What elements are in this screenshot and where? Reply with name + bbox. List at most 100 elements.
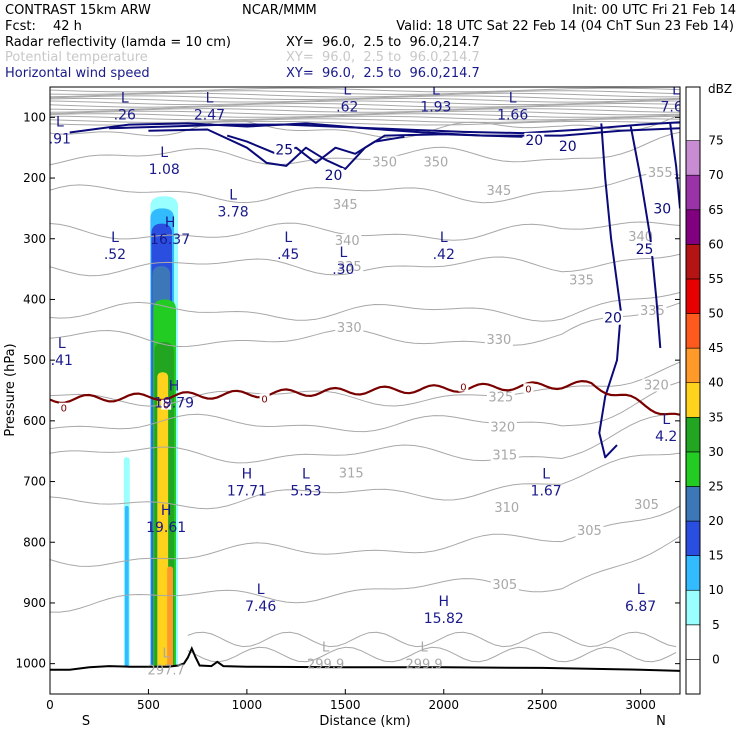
field-reflectivity-xy: XY= 96.0, 2.5 to 96.0,214.7 xyxy=(286,35,480,50)
x-tick-label: 3000 xyxy=(625,698,656,712)
wind-speed-contours-layer: 25 20 20 20 20 25 30 xyxy=(69,121,680,459)
colorbar-unit-label: dBZ xyxy=(708,82,732,96)
theta-isentrope-line xyxy=(50,535,680,613)
colorbar-level-label: 70 xyxy=(708,168,723,182)
field-wind-name: Horizontal wind speed xyxy=(5,66,150,81)
x-tick-label: 1000 xyxy=(232,698,263,712)
valid-time: Valid: 18 UTC Sat 22 Feb 14 (04 ChT Sun … xyxy=(396,19,734,34)
colorbar-swatch xyxy=(685,659,701,695)
extremum-value-label: 1.08 xyxy=(149,162,180,178)
theta-isentrope-line xyxy=(50,361,680,407)
wind-speed-contour-label: 20 xyxy=(604,311,622,327)
wind-speed-contour-label: 20 xyxy=(325,168,343,184)
theta-isentrope-line xyxy=(50,97,680,103)
colorbar-level-label: 75 xyxy=(708,134,723,148)
x-tick-label: 2000 xyxy=(428,698,459,712)
theta-label-background xyxy=(575,524,604,538)
colorbar-level-label: 20 xyxy=(708,514,723,528)
extremum-value-label: 7.46 xyxy=(245,599,276,615)
wind-label-background xyxy=(557,138,578,153)
theta-contour-label: 330 xyxy=(486,333,511,348)
colorbar-swatch xyxy=(685,244,701,280)
wind-speed-contour-label: 25 xyxy=(636,242,654,258)
colorbar-swatch xyxy=(685,486,701,522)
theta-contour-label: 320 xyxy=(490,420,515,435)
theta-contour-label: 335 xyxy=(337,260,362,275)
extremum-value-label: 299.9 xyxy=(307,658,344,673)
extremum-value-label: 297.7 xyxy=(148,664,185,679)
theta-isentrope-line xyxy=(50,110,680,116)
extremum-value-label: 16.37 xyxy=(150,232,190,248)
forecast-hours: 42 h xyxy=(53,19,82,34)
theta-label-background xyxy=(488,420,517,434)
theta-isentrope-line xyxy=(50,90,680,95)
y-tick-label: 100 xyxy=(23,110,46,124)
theta-label-background xyxy=(626,229,655,243)
theta-isentrope-line xyxy=(50,452,680,510)
extremum-value-label: 1.67 xyxy=(531,484,562,500)
theta-contour-label: 350 xyxy=(423,156,448,171)
theta-isentrope-line xyxy=(50,92,680,98)
freezing-level-label-background xyxy=(58,402,69,413)
freezing-level-label-background xyxy=(523,383,534,394)
theta-isentrope-line xyxy=(50,253,680,277)
wind-label-background xyxy=(323,168,344,183)
theta-contour-label: 320 xyxy=(644,378,669,393)
wind-speed-contour-line xyxy=(148,128,523,170)
colorbar-swatch xyxy=(685,174,701,211)
model-title: CONTRAST 15km ARW xyxy=(5,3,151,18)
extremum-type-marker: L xyxy=(672,82,680,98)
y-tick-label: 400 xyxy=(23,292,46,306)
theta-isentrope-line xyxy=(50,100,680,106)
extremum-type-marker: L xyxy=(121,90,129,106)
reflectivity-column xyxy=(157,372,169,667)
theta-contour-label: 305 xyxy=(634,498,659,513)
colorbar-swatch xyxy=(685,451,701,487)
extremum-type-marker: L xyxy=(343,82,351,98)
extremum-value-label: 5.53 xyxy=(290,484,321,500)
x-axis-label: Distance (km) xyxy=(319,714,410,729)
extremum-type-marker: L xyxy=(163,647,171,662)
colorbar-swatch xyxy=(685,347,701,384)
extremum-type-marker: L xyxy=(206,90,214,106)
colorbar-level-label: 40 xyxy=(708,376,723,390)
extremum-type-marker: L xyxy=(637,582,645,598)
extremum-value-label: .30 xyxy=(332,262,354,278)
theta-isentrope-line xyxy=(50,113,680,118)
wind-label-background xyxy=(603,310,624,325)
extremum-value-label: .45 xyxy=(277,247,299,263)
extremum-value-label: .62 xyxy=(336,99,358,115)
theta-label-background xyxy=(370,155,399,169)
freezing-level-label-background xyxy=(161,399,172,410)
theta-label-background xyxy=(333,233,362,247)
theta-isentrope-line xyxy=(50,302,680,348)
wind-label-background xyxy=(274,142,295,157)
theta-label-background xyxy=(486,390,515,404)
theta-label-background xyxy=(492,501,521,515)
extremum-value-label: 19.79 xyxy=(154,396,194,412)
extremum-value-label: 19.61 xyxy=(146,520,186,536)
extremum-value-label: 2.47 xyxy=(194,107,225,123)
extremum-type-marker: H xyxy=(169,379,180,395)
extremum-value-label: 3.78 xyxy=(218,204,249,220)
extremum-type-marker: H xyxy=(161,503,172,519)
colorbar-swatch xyxy=(685,140,701,176)
extremum-type-marker: L xyxy=(420,641,428,656)
wind-speed-contour-line xyxy=(669,123,680,209)
x-axis-left-end-label: S xyxy=(82,714,90,729)
init-time: Init: 00 UTC Fri 21 Feb 14 xyxy=(572,3,736,18)
field-theta-xy: XY= 96.0, 2.5 to 96.0,214.7 xyxy=(286,50,480,65)
colorbar-level-label: 0 xyxy=(712,652,720,666)
theta-isentrope-line xyxy=(50,108,680,113)
y-tick-label: 200 xyxy=(23,171,46,185)
extremum-type-marker: L xyxy=(302,467,310,483)
colorbar-frame xyxy=(685,86,701,695)
theta-contour-label: 315 xyxy=(339,466,364,481)
wind-speed-contour-label: 20 xyxy=(525,133,543,149)
theta-isentrope-line xyxy=(50,221,680,241)
terrain-layer xyxy=(50,645,680,672)
freezing-level-label: 0 xyxy=(460,382,466,393)
colorbar-level-label: 25 xyxy=(708,479,723,493)
colorbar-level-label: 30 xyxy=(708,445,723,459)
extremum-value-label: .52 xyxy=(104,247,126,263)
